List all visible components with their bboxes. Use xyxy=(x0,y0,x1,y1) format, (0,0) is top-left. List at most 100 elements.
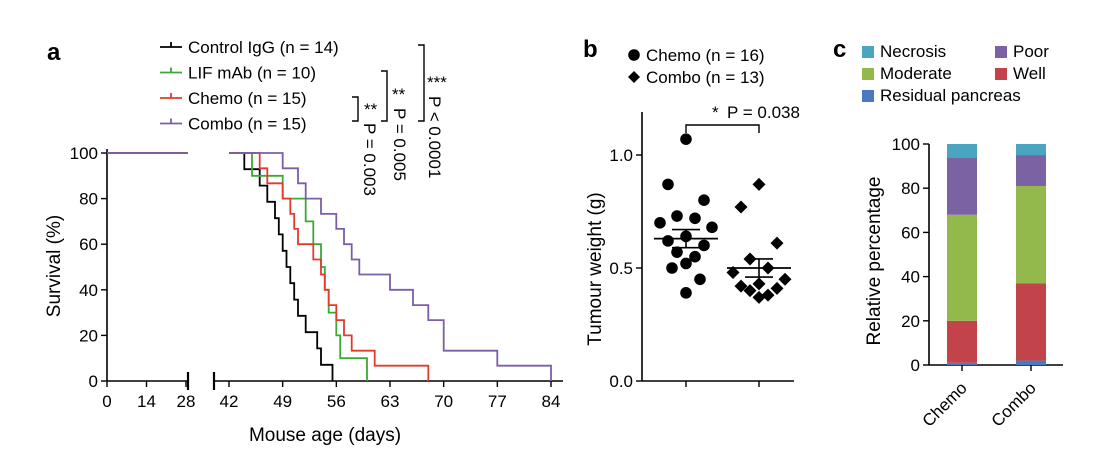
legend-item-c-residual-pancreas: Residual pancreas xyxy=(862,86,1021,105)
point-combo xyxy=(726,266,740,280)
y-tick-label-b-1: 0.5 xyxy=(609,259,633,278)
legend-marker-combo xyxy=(628,71,640,83)
legend-swatch-c-moderate xyxy=(862,68,874,80)
point-combo xyxy=(752,290,766,304)
curve-combo xyxy=(107,152,552,381)
point-chemo xyxy=(671,246,683,258)
legend-item-b-combo: Combo (n = 13) xyxy=(628,68,765,87)
point-combo xyxy=(752,277,766,291)
stars-control-combo: *** xyxy=(427,73,447,92)
point-chemo xyxy=(706,221,718,234)
y-tick-label-a-0: 0 xyxy=(89,372,98,391)
x-tick-label-a-70: 70 xyxy=(434,392,453,411)
bar-segment-chemo-well xyxy=(947,320,977,363)
panel-letter-c: c xyxy=(833,36,846,63)
curve-line-lif-mab xyxy=(229,152,368,381)
panel-a: a Control IgG (n = 14) LIF mAb (n = 10) Ch… xyxy=(44,38,563,446)
y-axis-label-b: Tumour weight (g) xyxy=(585,192,606,345)
y-tick-label-a-60: 60 xyxy=(79,235,98,254)
point-chemo xyxy=(689,250,701,263)
legend-swatch-c-residual-pancreas xyxy=(862,90,874,102)
y-tick-label-c-80: 80 xyxy=(901,179,920,198)
panel-b: b Chemo (n = 16) Combo (n = 13) 0.0 0.5 1.0… xyxy=(583,36,800,391)
legend-swatch-c-poor xyxy=(995,46,1007,58)
bar-segment-chemo-residual-pancreas xyxy=(947,362,977,365)
bar-segment-combo-necrosis xyxy=(1016,144,1046,156)
y-tick-label-c-40: 40 xyxy=(901,268,920,287)
comparison-brackets: ** P = 0.003 ** P = 0.005 *** P < 0.0001 xyxy=(352,44,447,196)
panel-letter-b: b xyxy=(583,36,598,63)
p-value-b: P = 0.038 xyxy=(727,103,800,122)
bracket-chemo-combo xyxy=(352,96,359,122)
point-chemo xyxy=(698,239,710,252)
y-tick-label-b-0: 0.0 xyxy=(609,372,633,391)
legend-item-control-igg: Control IgG (n = 14) xyxy=(160,38,339,57)
y-tick-label-a-80: 80 xyxy=(79,190,98,209)
x-tick-label-a-0: 0 xyxy=(102,392,111,411)
legend-label-b-combo: Combo (n = 13) xyxy=(646,68,765,87)
legend-label-b-chemo: Chemo (n = 16) xyxy=(646,46,765,65)
legend-item-chemo: Chemo (n = 15) xyxy=(160,89,307,108)
axes-a: 0 20 40 60 80 100 0 14 28 42 49 56 63 70 77 84 xyxy=(70,144,563,411)
p-control-combo: P < 0.0001 xyxy=(425,96,444,178)
point-combo xyxy=(770,236,784,250)
curve-line-chemo xyxy=(229,152,430,381)
point-combo xyxy=(734,279,748,293)
x-tick-label-a-84: 84 xyxy=(542,392,561,411)
x-tick-label-a-42: 42 xyxy=(220,392,239,411)
stacked-bars xyxy=(947,144,1046,365)
survival-curves xyxy=(107,152,552,381)
legend-swatch-c-necrosis xyxy=(862,46,874,58)
y-tick-label-c-60: 60 xyxy=(901,223,920,242)
x-tick-label-a-49: 49 xyxy=(273,392,292,411)
point-combo xyxy=(770,281,784,295)
legend-item-c-moderate: Moderate xyxy=(862,64,952,83)
bar-segment-combo-poor xyxy=(1016,155,1046,186)
y-axis-label-a: Survival (%) xyxy=(44,215,65,317)
legend-c: Necrosis Poor Moderate Well Residual pancrea… xyxy=(862,42,1049,105)
point-chemo xyxy=(662,178,674,191)
bar-segment-chemo-moderate xyxy=(947,214,977,321)
significance-bracket-b xyxy=(685,124,760,133)
x-tick-label-c-chemo: Chemo xyxy=(919,378,971,430)
legend-item-lif-mab: LIF mAb (n = 10) xyxy=(160,64,316,83)
legend-item-c-necrosis: Necrosis xyxy=(862,42,946,61)
curve-line-control-igg xyxy=(229,152,334,381)
point-combo xyxy=(761,288,775,302)
point-combo xyxy=(752,177,766,191)
legend-label-control-igg: Control IgG (n = 14) xyxy=(188,38,339,57)
point-combo xyxy=(778,272,792,286)
y-tick-label-a-20: 20 xyxy=(79,326,98,345)
x-tick-label-a-63: 63 xyxy=(381,392,400,411)
legend-marker-chemo xyxy=(628,49,640,61)
stars-b: * xyxy=(712,103,719,122)
legend-label-c-well: Well xyxy=(1013,64,1046,83)
y-tick-label-c-100: 100 xyxy=(892,135,920,154)
legend-item-combo: Combo (n = 15) xyxy=(160,115,307,134)
bar-segment-combo-residual-pancreas xyxy=(1016,360,1046,365)
point-chemo xyxy=(680,257,692,270)
x-tick-label-c-combo: Combo xyxy=(988,378,1040,430)
x-tick-label-a-77: 77 xyxy=(488,392,507,411)
point-chemo xyxy=(671,210,683,222)
point-combo xyxy=(734,200,748,214)
point-chemo xyxy=(694,273,706,286)
y-tick-label-a-100: 100 xyxy=(70,144,98,163)
significance-b: * P = 0.038 xyxy=(685,103,800,133)
bar-segment-combo-well xyxy=(1016,283,1046,361)
p-lif-combo: P = 0.005 xyxy=(390,108,409,181)
panel-letter-a: a xyxy=(47,39,61,66)
point-chemo xyxy=(698,194,710,206)
legend-label-combo: Combo (n = 15) xyxy=(188,115,307,134)
point-chemo xyxy=(662,235,674,247)
bar-segment-combo-moderate xyxy=(1016,185,1046,284)
legend-label-c-necrosis: Necrosis xyxy=(880,42,946,61)
p-chemo-combo: P = 0.003 xyxy=(360,123,379,196)
curve-line-combo xyxy=(229,152,552,381)
legend-item-c-well: Well xyxy=(995,64,1046,83)
y-tick-label-c-0: 0 xyxy=(911,356,920,375)
legend-label-c-poor: Poor xyxy=(1013,42,1049,61)
x-tick-label-a-28: 28 xyxy=(177,392,196,411)
stars-lif-combo: ** xyxy=(392,85,406,104)
